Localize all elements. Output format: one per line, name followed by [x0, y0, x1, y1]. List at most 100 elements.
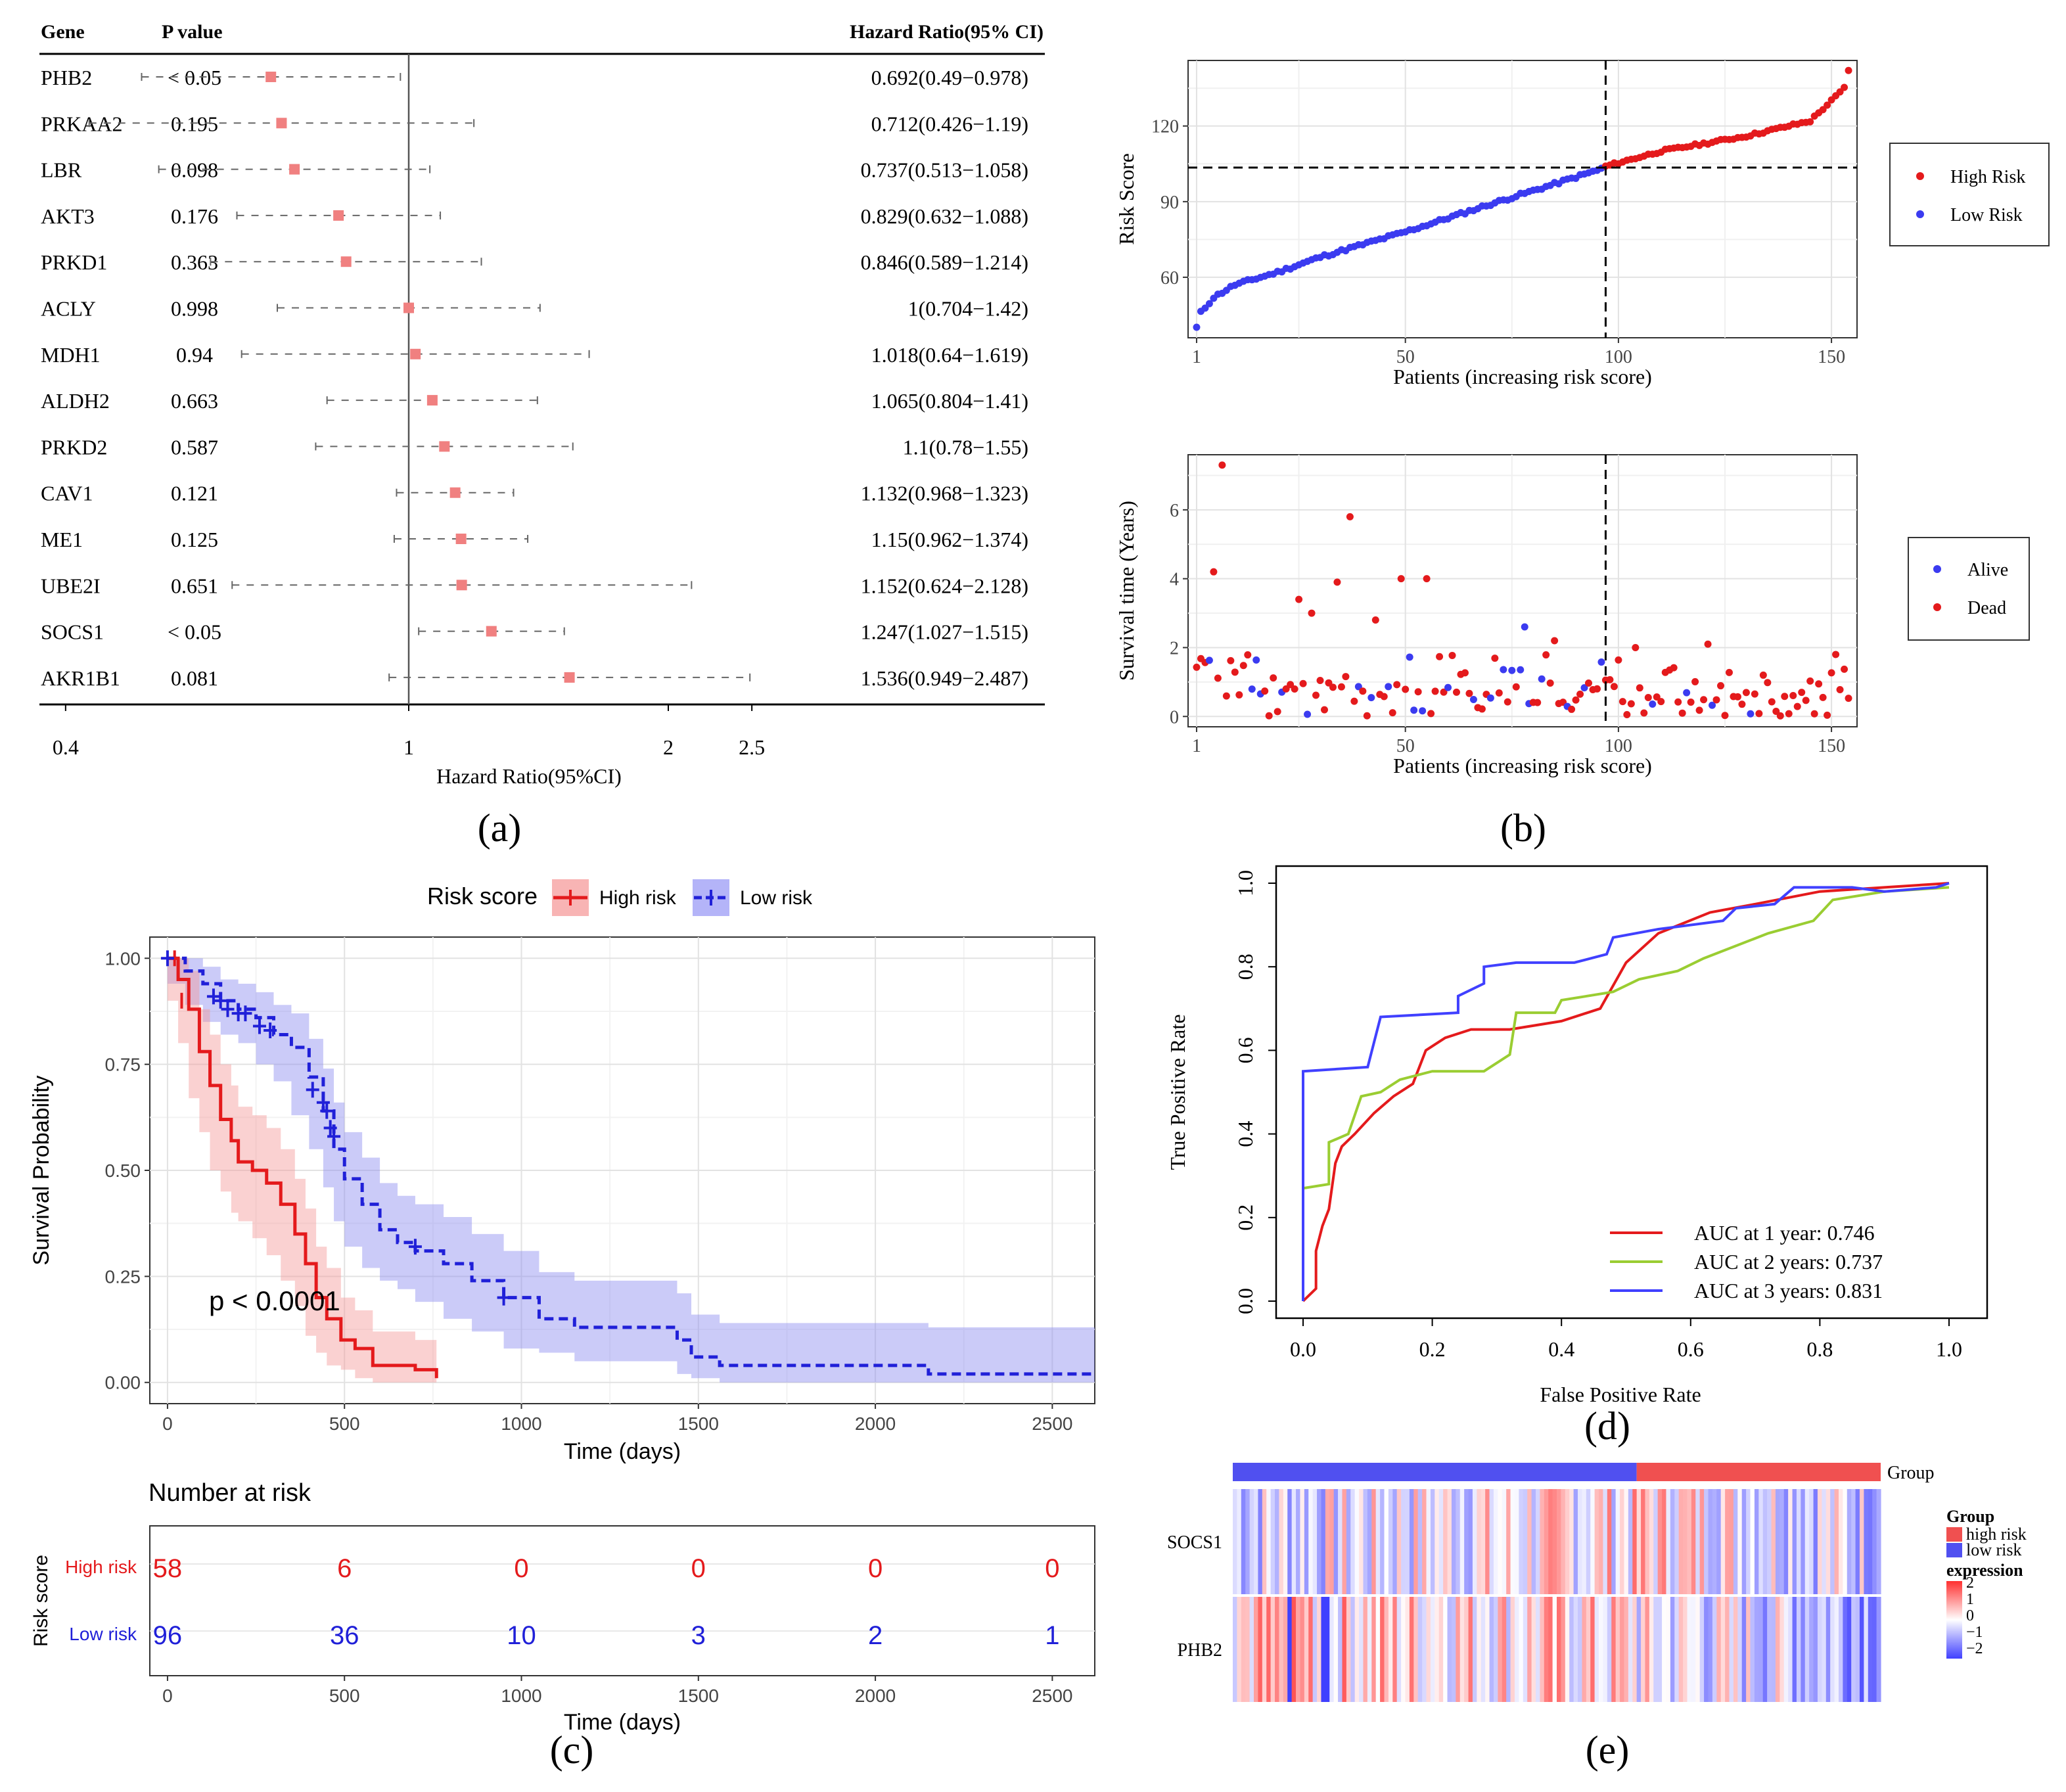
heatmap-cell [1270, 1489, 1275, 1594]
heatmap-cell [1371, 1597, 1377, 1702]
group-bar-low [1233, 1463, 1637, 1481]
p-value: 0.94 [176, 343, 213, 367]
heatmap-cell [1447, 1597, 1452, 1702]
heatmap-cell [1872, 1489, 1877, 1594]
x-tick-label: 500 [329, 1413, 360, 1434]
header-p-value: P value [162, 21, 223, 43]
heatmap-cell [1599, 1489, 1604, 1594]
dead-point [1346, 513, 1354, 520]
heatmap-cell [1392, 1597, 1398, 1702]
dead-point [1827, 669, 1835, 677]
dead-point [1802, 697, 1810, 704]
heatmap-cell [1342, 1489, 1347, 1594]
dead-point [1785, 710, 1793, 718]
high-risk-point [1819, 106, 1827, 114]
heatmap-cell [1754, 1597, 1759, 1702]
heatmap-cell [1262, 1489, 1267, 1594]
heatmap-cell [1535, 1489, 1540, 1594]
heatmap-cell [1783, 1489, 1789, 1594]
risk-table-x-tick-label: 0 [162, 1686, 173, 1706]
heatmap-cell [1636, 1597, 1641, 1702]
plot-area [1275, 865, 1988, 1320]
heatmap-cell [1380, 1597, 1385, 1702]
hr-point [486, 626, 497, 637]
hr-point [289, 164, 300, 175]
heatmap-cell [1645, 1597, 1650, 1702]
dead-point [1618, 698, 1626, 706]
heatmap-cell [1435, 1489, 1440, 1594]
x-tick-label: 0.4 [1548, 1337, 1574, 1361]
high-risk-point [1824, 101, 1831, 109]
legend-group-label: low risk [1966, 1540, 2022, 1559]
heatmap-cell [1388, 1597, 1393, 1702]
hr-label: 1.1(0.78−1.55) [903, 435, 1028, 459]
heatmap-cell [1346, 1597, 1351, 1702]
heatmap-cell [1540, 1597, 1545, 1702]
heatmap-cell [1876, 1597, 1881, 1702]
heatmap-cell [1801, 1489, 1806, 1594]
heatmap-cell [1733, 1489, 1738, 1594]
heatmap-cell [1531, 1597, 1536, 1702]
heatmap-cell [1464, 1489, 1469, 1594]
heatmap-cell [1775, 1597, 1780, 1702]
heatmap-cell [1801, 1597, 1806, 1702]
hr-label: 1.152(0.624−2.128) [861, 574, 1028, 597]
hr-label: 0.712(0.426−1.19) [871, 112, 1028, 135]
heatmap-cell [1695, 1597, 1701, 1702]
gene-label: ALDH2 [41, 389, 110, 413]
x-tick-label: 0.4 [53, 735, 79, 759]
heatmap-cell [1447, 1489, 1452, 1594]
heatmap-cell [1628, 1597, 1633, 1702]
dead-point [1436, 653, 1444, 660]
heatmap-cell [1275, 1489, 1280, 1594]
alive-point [1709, 701, 1716, 709]
y-tick-label: 0.50 [105, 1160, 141, 1181]
gene-label: PRKD1 [41, 250, 107, 274]
dead-point [1768, 698, 1776, 706]
heatmap-cell [1396, 1489, 1402, 1594]
heatmap-cell [1317, 1489, 1322, 1594]
roc-curve-3 [1302, 882, 1950, 1301]
heatmap-cell [1796, 1489, 1801, 1594]
heatmap-cell [1729, 1597, 1734, 1702]
heatmap-cell [1662, 1597, 1667, 1702]
x-tick-label: 100 [1605, 736, 1632, 756]
legend-expr-tick: −2 [1966, 1640, 1983, 1657]
heatmap-cell [1459, 1597, 1465, 1702]
dead-point [1568, 705, 1576, 713]
heatmap-cell [1838, 1489, 1843, 1594]
heatmap-cell [1674, 1489, 1680, 1594]
alive-point [1538, 675, 1546, 683]
p-value-annotation: p < 0.0001 [209, 1285, 340, 1316]
heatmap-cell [1527, 1489, 1532, 1594]
heatmap-cell [1506, 1597, 1511, 1702]
y-axis-title: Survival Probability [29, 1075, 54, 1265]
heatmap-cell [1258, 1489, 1263, 1594]
risk-count: 6 [337, 1554, 352, 1583]
dead-point [1414, 688, 1422, 696]
heatmap-cell [1750, 1597, 1755, 1702]
legend-label-high: High risk [599, 887, 677, 909]
legend-box [1908, 537, 2030, 641]
heatmap-cell [1720, 1489, 1726, 1594]
heatmap-cell [1561, 1597, 1566, 1702]
y-tick-label: 120 [1151, 117, 1179, 137]
dead-point [1231, 668, 1239, 676]
heatmap-cell [1438, 1489, 1444, 1594]
y-axis-title: True Positive Rate [1166, 1014, 1189, 1170]
risk-count: 1 [1045, 1621, 1059, 1650]
dead-point [1452, 688, 1460, 696]
dead-point [1461, 669, 1469, 677]
dead-point [1333, 578, 1341, 586]
heatmap-cell [1426, 1597, 1431, 1702]
gene-label: PRKD2 [41, 435, 107, 459]
heatmap-cell [1809, 1597, 1814, 1702]
heatmap-cell [1523, 1489, 1528, 1594]
panel-label-a: (a) [478, 806, 522, 850]
heatmap-cell [1809, 1489, 1814, 1594]
dead-point [1798, 689, 1806, 697]
dead-point [1316, 676, 1324, 684]
x-tick-label: 2500 [1032, 1413, 1072, 1434]
heatmap-cell [1620, 1489, 1625, 1594]
dead-point [1320, 706, 1328, 714]
